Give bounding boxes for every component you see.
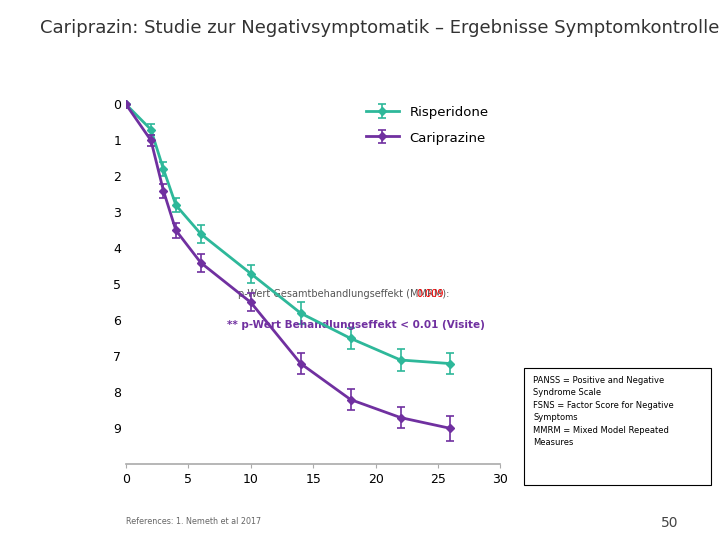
Text: LSM-Veränderung im PANSS-FSNS-Score
vs. Ausgangswert: LSM-Veränderung im PANSS-FSNS-Score vs. … xyxy=(49,180,70,370)
Text: Zeit (Wochen): Zeit (Wochen) xyxy=(237,510,330,523)
Text: PANSS = Positive and Negative
Syndrome Scale
FSNS = Factor Score for Negative
Sy: PANSS = Positive and Negative Syndrome S… xyxy=(534,375,674,447)
Text: 0.009: 0.009 xyxy=(416,289,444,299)
Text: References: 1. Nemeth et al 2017: References: 1. Nemeth et al 2017 xyxy=(126,517,261,526)
Text: p-Wert Gesamtbehandlungseffekt (MMRM):: p-Wert Gesamtbehandlungseffekt (MMRM): xyxy=(238,289,453,299)
Text: ** p-Wert Behandlungseffekt < 0.01 (Visite): ** p-Wert Behandlungseffekt < 0.01 (Visi… xyxy=(227,320,485,329)
Text: Cariprazin: Studie zur Negativsymptomatik – Ergebnisse Symptomkontrolle: Cariprazin: Studie zur Negativsymptomati… xyxy=(40,19,719,37)
Text: 50: 50 xyxy=(661,516,678,530)
Text: Cariprazin zeigte ab Woche
14 signifikant bessere
Ergebnisse als Risperidon in
d: Cariprazin zeigte ab Woche 14 signifikan… xyxy=(523,181,711,286)
FancyBboxPatch shape xyxy=(524,368,711,485)
Legend: Risperidone, Cariprazine: Risperidone, Cariprazine xyxy=(361,100,494,150)
